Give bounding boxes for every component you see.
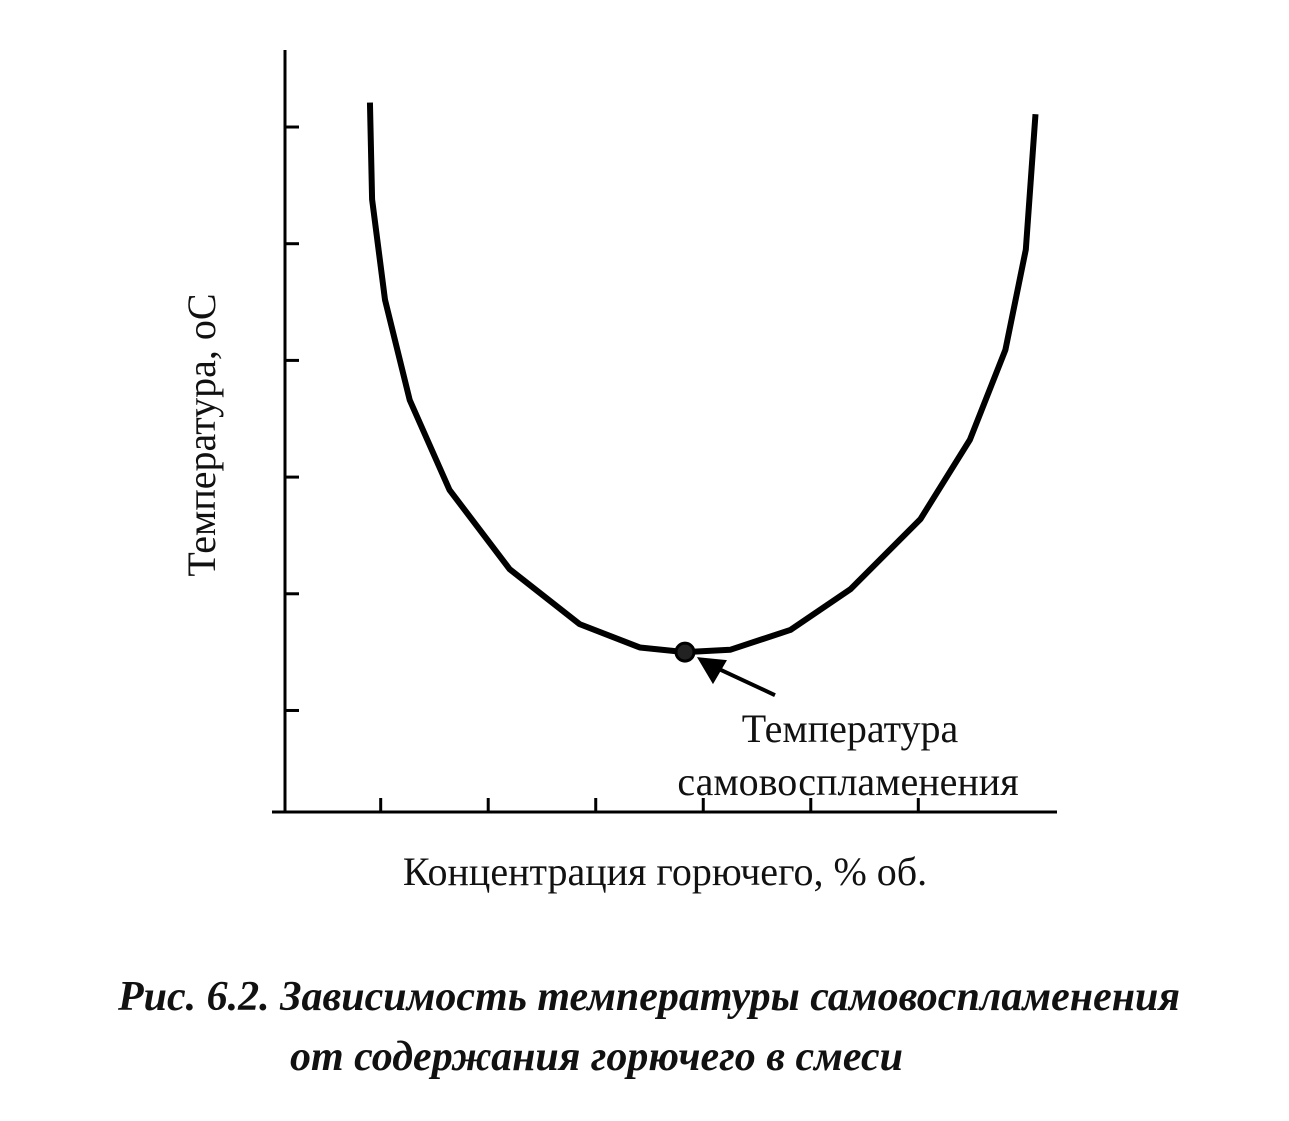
arrow-head: [696, 657, 727, 685]
annotation-point: [674, 641, 696, 663]
annotation-arrow: [714, 665, 776, 697]
annotation-text: самовоспламенения: [677, 759, 1018, 804]
x-axis-label: Концентрация горючего, % об.: [403, 849, 927, 894]
caption: от содержания горючего в смеси: [290, 1034, 903, 1080]
caption: Рис. 6.2. Зависимость температуры самово…: [117, 974, 1180, 1020]
annotation-text: Температура: [742, 706, 959, 751]
curve: [366, 102, 1039, 656]
y-axis-label: Температура, оС: [179, 293, 224, 576]
